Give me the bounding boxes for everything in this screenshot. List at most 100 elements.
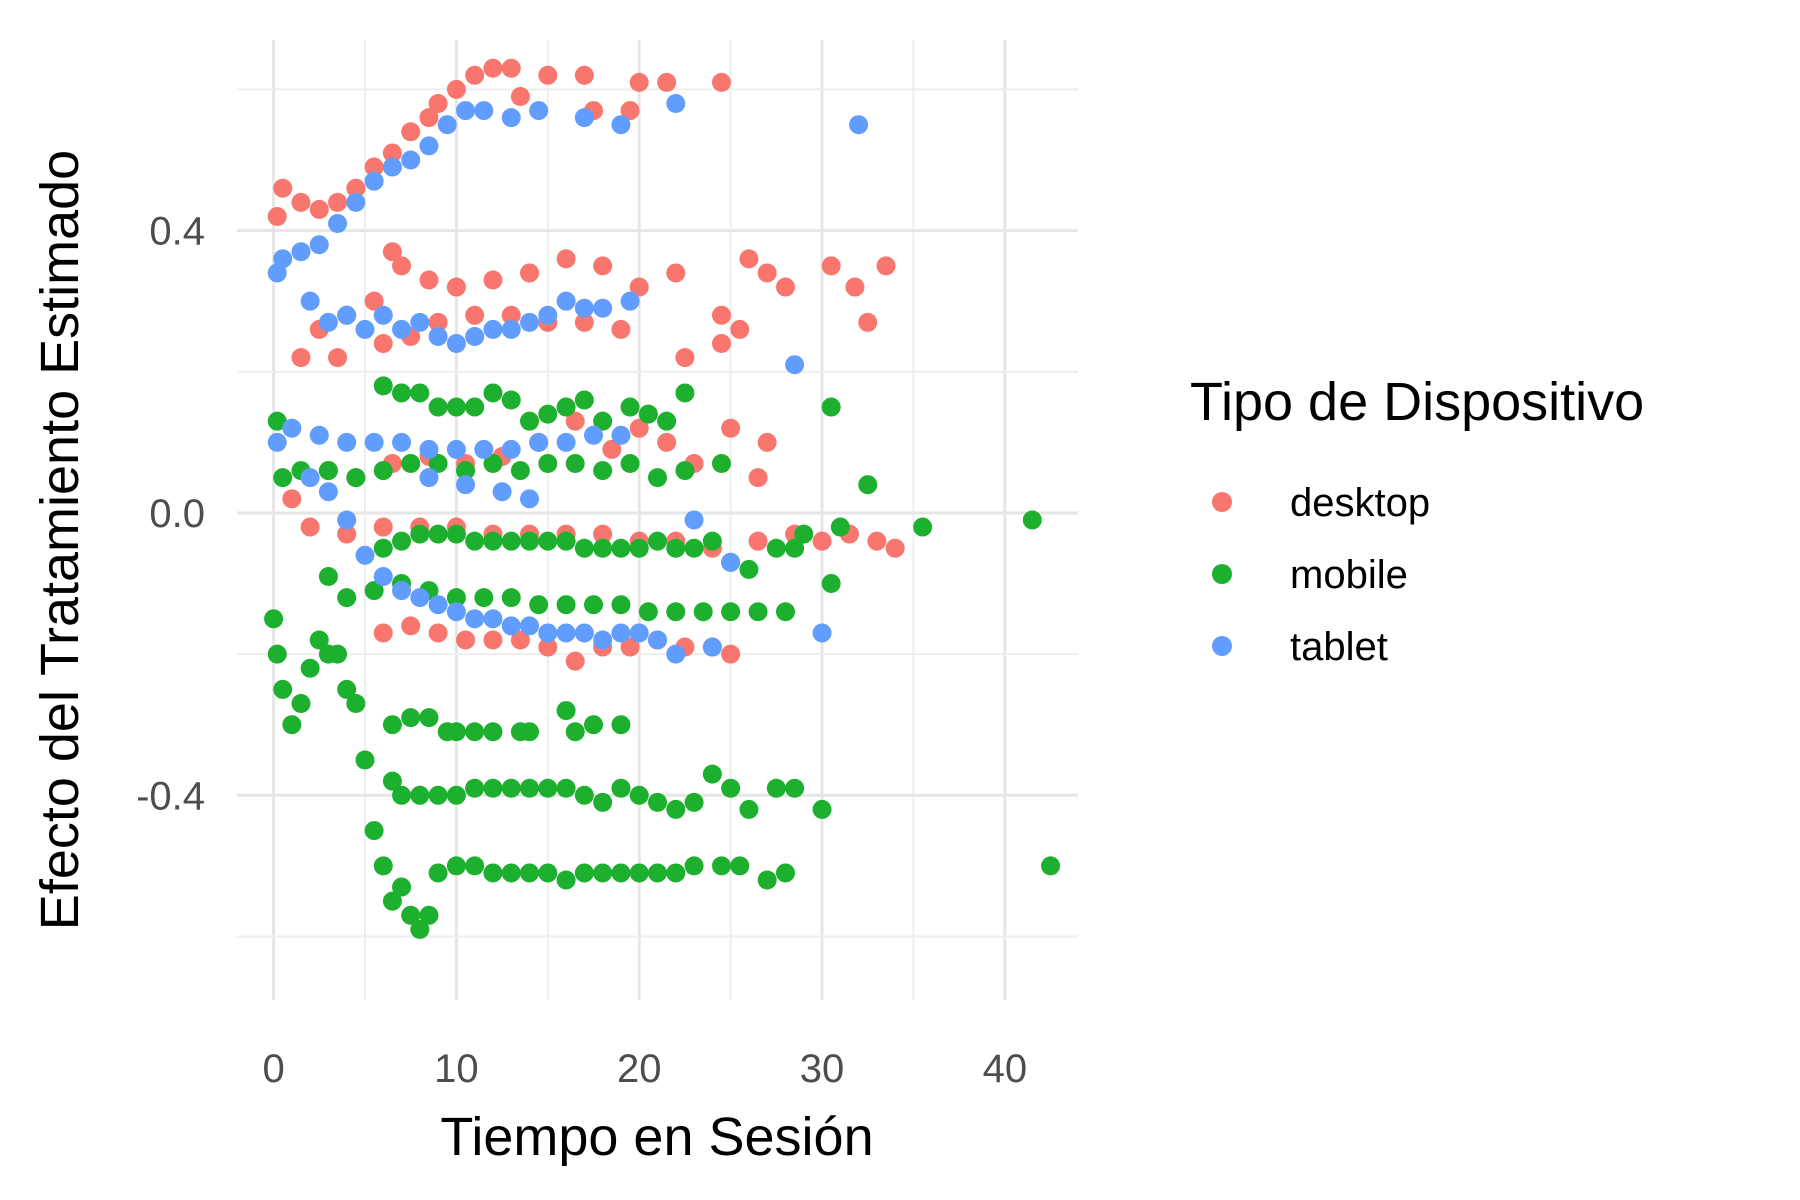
point-desktop (364, 291, 384, 311)
point-desktop (483, 630, 503, 650)
x-tick-label: 20 (617, 1047, 662, 1091)
y-axis-title: Efecto del Tratamiento Estimado (30, 150, 90, 930)
point-mobile (428, 785, 448, 805)
point-mobile (620, 454, 640, 474)
point-mobile (483, 778, 503, 798)
point-mobile (1022, 510, 1042, 530)
point-tablet (337, 432, 357, 452)
point-mobile (821, 574, 841, 594)
point-desktop (657, 72, 677, 92)
point-desktop (629, 418, 649, 438)
point-mobile (611, 863, 631, 883)
point-desktop (483, 58, 503, 78)
point-tablet (812, 623, 832, 643)
point-desktop (267, 206, 287, 226)
point-mobile (538, 531, 558, 551)
y-tick-label: -0.4 (136, 774, 205, 818)
point-mobile (501, 531, 521, 551)
point-desktop (419, 270, 439, 290)
point-mobile (675, 383, 695, 403)
point-tablet (446, 439, 466, 459)
point-mobile (775, 602, 795, 622)
x-tick-label: 0 (262, 1047, 284, 1091)
point-mobile (267, 411, 287, 431)
point-desktop (885, 538, 905, 558)
point-mobile (483, 531, 503, 551)
point-desktop (373, 517, 393, 537)
point-tablet (392, 432, 412, 452)
point-tablet (611, 425, 631, 445)
point-desktop (346, 178, 366, 198)
point-mobile (465, 531, 485, 551)
point-desktop (382, 242, 402, 262)
x-axis-title: Tiempo en Sesión (440, 1107, 873, 1167)
point-mobile (465, 722, 485, 742)
point-tablet (520, 489, 540, 509)
point-mobile (574, 863, 594, 883)
point-mobile (392, 383, 412, 403)
point-desktop (620, 101, 640, 121)
point-desktop (273, 178, 293, 198)
point-mobile (318, 461, 338, 481)
data-points (264, 58, 1061, 939)
point-desktop (812, 531, 832, 551)
point-mobile (529, 595, 549, 615)
point-mobile (501, 588, 521, 608)
point-mobile (830, 517, 850, 537)
point-mobile (611, 538, 631, 558)
legend-items: desktop mobile tablet (1212, 481, 1430, 669)
point-mobile (446, 856, 466, 876)
point-mobile (611, 595, 631, 615)
series-mobile (264, 376, 1061, 939)
point-mobile (520, 411, 540, 431)
point-tablet (465, 609, 485, 629)
point-mobile (346, 694, 366, 714)
point-mobile (648, 792, 667, 812)
point-tablet (465, 326, 485, 346)
point-mobile (382, 715, 402, 735)
point-tablet (556, 432, 576, 452)
point-desktop (876, 256, 896, 276)
point-mobile (711, 454, 731, 474)
point-tablet (318, 312, 338, 332)
point-mobile (730, 856, 750, 876)
point-tablet (593, 298, 613, 318)
point-mobile (766, 538, 786, 558)
x-tick-label: 10 (434, 1047, 479, 1091)
point-mobile (565, 722, 585, 742)
point-mobile (538, 778, 558, 798)
point-mobile (766, 778, 786, 798)
legend: Tipo de Dispositivo desktop mobile tablet (1190, 372, 1644, 669)
point-desktop (401, 122, 421, 142)
point-desktop (721, 418, 741, 438)
point-mobile (428, 454, 448, 474)
point-mobile (693, 602, 713, 622)
point-tablet (501, 439, 521, 459)
point-tablet (849, 115, 869, 135)
point-mobile (520, 863, 540, 883)
point-tablet (373, 305, 393, 325)
point-mobile (419, 708, 439, 728)
point-desktop (556, 249, 576, 269)
point-tablet (318, 482, 338, 502)
point-tablet (611, 623, 631, 643)
series-tablet (267, 94, 869, 664)
point-mobile (337, 588, 357, 608)
point-desktop (428, 623, 448, 643)
point-desktop (465, 65, 485, 85)
point-desktop (428, 94, 448, 114)
point-tablet (392, 581, 412, 601)
point-tablet (373, 566, 393, 586)
point-mobile (465, 397, 485, 417)
point-mobile (794, 524, 814, 544)
point-tablet (593, 630, 613, 650)
point-mobile (373, 538, 393, 558)
point-tablet (538, 305, 558, 325)
point-tablet (556, 291, 576, 311)
point-tablet (684, 510, 704, 530)
point-mobile (318, 566, 338, 586)
point-mobile (821, 397, 841, 417)
point-tablet (291, 242, 311, 262)
point-tablet (520, 616, 540, 636)
point-mobile (483, 454, 503, 474)
